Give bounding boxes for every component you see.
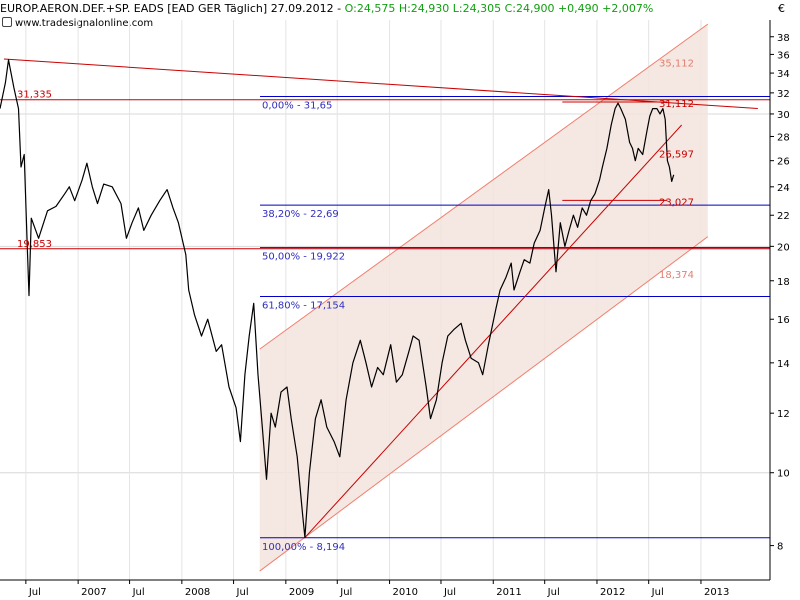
x-tick-label: 2009 xyxy=(289,587,314,598)
support-trendline xyxy=(304,124,683,538)
y-tick-label: 24 xyxy=(777,183,790,194)
trend-channel xyxy=(259,23,709,572)
x-tick-label: Jul xyxy=(339,587,352,598)
x-tick-label: Jul xyxy=(443,587,456,598)
y-tick-label: 38 xyxy=(777,33,790,44)
fibonacci-label: 0,00% - 31,65 xyxy=(262,100,332,111)
x-tick-label: Jul xyxy=(547,587,560,598)
channel-fill xyxy=(259,24,708,572)
x-tick-label: 2008 xyxy=(185,587,210,598)
fibonacci-label: 50,00% - 19,922 xyxy=(262,252,345,263)
y-tick-label: 12 xyxy=(777,409,790,420)
trendlines xyxy=(3,58,758,538)
fibonacci-label: 100,00% - 8,194 xyxy=(262,542,345,553)
y-tick-label: 18 xyxy=(777,277,790,288)
x-tick-label: Jul xyxy=(236,587,249,598)
y-tick-label: 28 xyxy=(777,132,790,143)
x-tick-label: 2013 xyxy=(704,587,729,598)
fibonacci-label: 61,80% - 17,154 xyxy=(262,300,345,311)
x-tick-label: Jul xyxy=(132,587,145,598)
chart-header: EUROP.AERON.DEF.+SP. EADS [EAD GER Tägli… xyxy=(0,0,653,18)
level-label: 19,853 xyxy=(17,239,52,250)
x-tick-label: 2007 xyxy=(81,587,106,598)
x-tick-label: 2011 xyxy=(496,587,521,598)
y-tick-label: 26 xyxy=(777,157,790,168)
channel-edge-line xyxy=(259,23,709,350)
x-tick-label: 2012 xyxy=(600,587,625,598)
horizontal-levels xyxy=(0,99,770,250)
price-series xyxy=(0,59,675,539)
source-credit: www.tradesignalonline.com xyxy=(2,17,153,29)
axes: 8 10 12 14 16 18 20 22 24 26 28 30 32 34 36 38 Jul 2007 Ju… xyxy=(0,20,790,598)
y-tick-label: 16 xyxy=(777,315,790,326)
x-tick-label: 2010 xyxy=(393,587,418,598)
channel-edge-line xyxy=(259,236,709,572)
y-tick-label: 36 xyxy=(777,50,790,61)
y-tick-label: 14 xyxy=(777,359,790,370)
trendline-label: 35,112 xyxy=(659,59,694,70)
level-label: 31,335 xyxy=(17,90,52,101)
ohlc-readout: O:24,575 H:24,930 L:24,305 C:24,900 +0,4… xyxy=(344,2,654,15)
level-label: 23,027 xyxy=(659,197,694,208)
instrument-name: EUROP.AERON.DEF.+SP. EADS [EAD GER xyxy=(0,2,222,15)
chart-period: Täglich] xyxy=(224,2,268,15)
y-tick-label: 20 xyxy=(777,242,790,253)
fibonacci-levels xyxy=(260,95,770,539)
chart-window-icon xyxy=(2,17,12,27)
separator: - xyxy=(337,2,342,15)
y-tick-label: 30 xyxy=(777,110,790,121)
level-label: 31,112 xyxy=(659,99,694,110)
chart-labels: 0,00% - 31,65 38,20% - 22,69 50,00% - 19,9… xyxy=(17,59,694,553)
y-tick-label: 34 xyxy=(777,69,790,80)
fibonacci-label: 38,20% - 22,69 xyxy=(262,209,339,220)
currency-label: € xyxy=(778,2,785,15)
resistance-trendline xyxy=(3,58,758,110)
price-line xyxy=(0,59,675,539)
y-tick-label: 32 xyxy=(777,89,790,100)
grid xyxy=(0,20,770,580)
x-tick-label: Jul xyxy=(651,587,664,598)
y-tick-label: 22 xyxy=(777,211,790,222)
trendline-label: 26,597 xyxy=(659,149,694,160)
source-url: www.tradesignalonline.com xyxy=(15,18,154,29)
chart-date: 27.09.2012 xyxy=(270,2,334,15)
trendline-label: 18,374 xyxy=(659,270,694,281)
y-tick-label: 8 xyxy=(777,542,783,553)
y-tick-label: 10 xyxy=(777,469,790,480)
x-tick-label: Jul xyxy=(28,587,41,598)
